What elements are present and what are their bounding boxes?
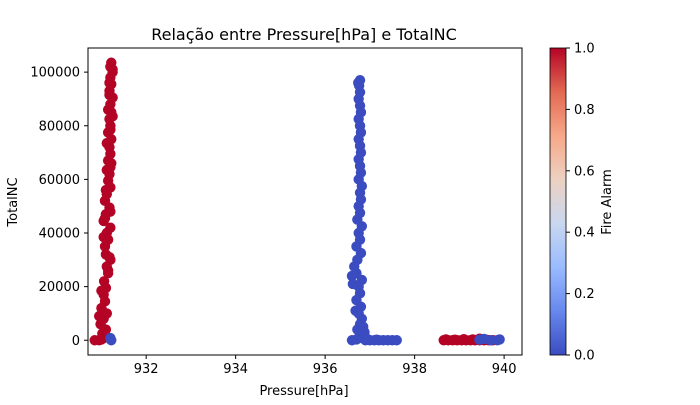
y-tick-label: 80000 (39, 119, 80, 134)
scatter-point (391, 335, 402, 346)
scatter-point (104, 251, 115, 263)
y-tick-label: 60000 (39, 173, 80, 188)
x-tick-label: 934 (223, 362, 248, 377)
colorbar-tick-label: 0.2 (574, 287, 595, 302)
y-axis-label: TotalNC (6, 177, 21, 227)
x-tick-label: 936 (313, 362, 338, 377)
x-tick-label: 932 (134, 362, 159, 377)
x-tick-label: 938 (402, 362, 427, 377)
scatter-point (362, 333, 373, 345)
scatter-point (494, 334, 505, 345)
scatter-point (99, 213, 111, 224)
colorbar-tick-label: 0.4 (574, 226, 595, 241)
scatter-point (100, 184, 112, 196)
y-tick-label: 100000 (30, 66, 80, 81)
scatter-point (101, 164, 112, 176)
y-tick-label: 40000 (39, 227, 80, 242)
scatter-point (440, 334, 452, 345)
x-axis: 932 934 936 938 940 (134, 355, 517, 377)
scatter-point (350, 305, 361, 316)
plot-frame (87, 47, 523, 356)
scatter-point (102, 265, 114, 276)
colorbar-axis: 0.0 0.2 0.4 0.6 0.8 1.0 (566, 42, 595, 364)
scatter-point (98, 276, 110, 287)
colorbar-tick-label: 0.8 (574, 103, 595, 118)
x-axis-label: Pressure[hPa] (259, 384, 348, 399)
scatter-point (96, 285, 107, 296)
scatter-point (105, 222, 116, 233)
chart-title: Relação entre Pressure[hPa] e TotalNC (151, 25, 457, 44)
scatter-point (101, 137, 112, 149)
colorbar (549, 47, 567, 356)
colorbar-tick-label: 0.6 (574, 164, 595, 179)
scatter-points (89, 57, 505, 346)
scatter-point (104, 89, 115, 101)
scatter-point (347, 278, 359, 290)
y-tick-label: 0 (72, 334, 80, 349)
scatter-point (449, 334, 461, 345)
scatter-point (93, 310, 105, 322)
scatter-point (371, 334, 382, 345)
scatter-point (98, 231, 109, 243)
x-tick-label: 940 (492, 362, 517, 377)
colorbar-tick-label: 0.0 (574, 349, 595, 364)
scatter-point (105, 124, 116, 135)
colorbar-label: Fire Alarm (600, 169, 615, 235)
scatter-point (106, 335, 117, 346)
y-tick-label: 20000 (39, 280, 80, 295)
scatter-point (353, 77, 364, 89)
y-axis: 0 20000 40000 60000 80000 100000 (30, 66, 88, 349)
scatter-point (346, 270, 358, 282)
scatter-point (107, 64, 118, 75)
scatter-point (107, 111, 118, 122)
colorbar-tick-label: 1.0 (574, 42, 595, 57)
scatter-point (104, 77, 115, 89)
scatter-point (458, 333, 470, 345)
